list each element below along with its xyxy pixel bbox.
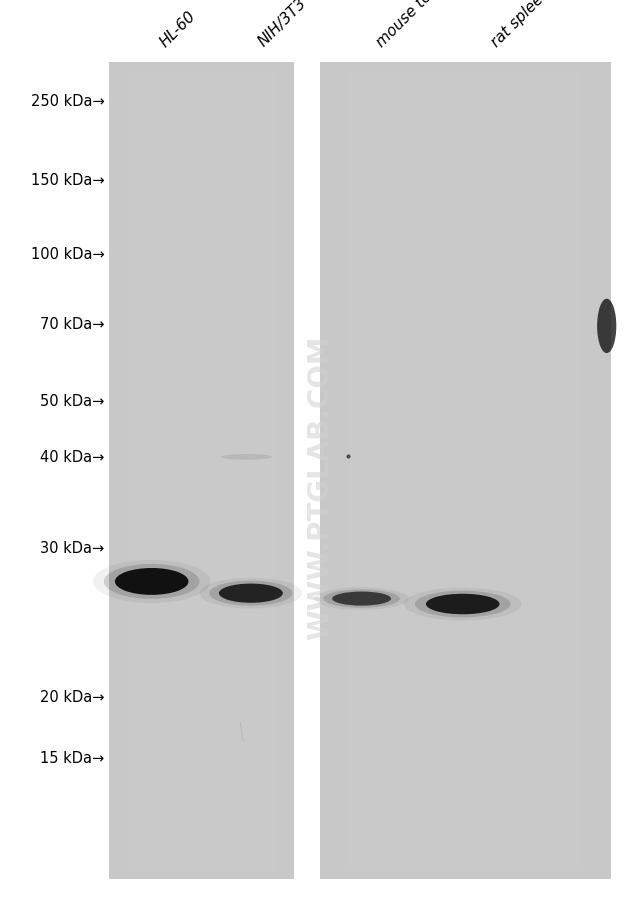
Ellipse shape [332,592,391,606]
Ellipse shape [221,455,272,460]
Ellipse shape [404,588,522,621]
Text: 50 kDa→: 50 kDa→ [40,394,104,409]
Ellipse shape [200,578,302,609]
Text: 40 kDa→: 40 kDa→ [40,450,104,465]
Text: 70 kDa→: 70 kDa→ [40,317,104,331]
Ellipse shape [209,581,292,606]
Ellipse shape [93,560,211,603]
Text: rat spleen: rat spleen [488,0,554,50]
Text: 30 kDa→: 30 kDa→ [40,540,104,555]
Text: mouse testis: mouse testis [373,0,453,50]
Text: NIH/3T3: NIH/3T3 [255,0,309,50]
Text: HL-60: HL-60 [157,8,198,50]
Text: 150 kDa→: 150 kDa→ [31,173,104,188]
Text: WWW.PTGLAB.COM: WWW.PTGLAB.COM [306,335,334,640]
Text: 15 kDa→: 15 kDa→ [40,750,104,765]
Text: 20 kDa→: 20 kDa→ [40,689,104,704]
Ellipse shape [415,591,511,618]
Ellipse shape [219,584,283,603]
Ellipse shape [597,299,616,354]
Bar [127,72,276,870]
Text: 250 kDa→: 250 kDa→ [31,94,104,108]
Ellipse shape [115,568,189,595]
Ellipse shape [323,590,400,608]
Text: 100 kDa→: 100 kDa→ [31,247,104,262]
Ellipse shape [314,588,409,610]
Ellipse shape [104,565,200,599]
Bar [109,63,294,879]
Bar [320,63,611,879]
Bar [349,72,582,870]
Ellipse shape [426,594,499,614]
